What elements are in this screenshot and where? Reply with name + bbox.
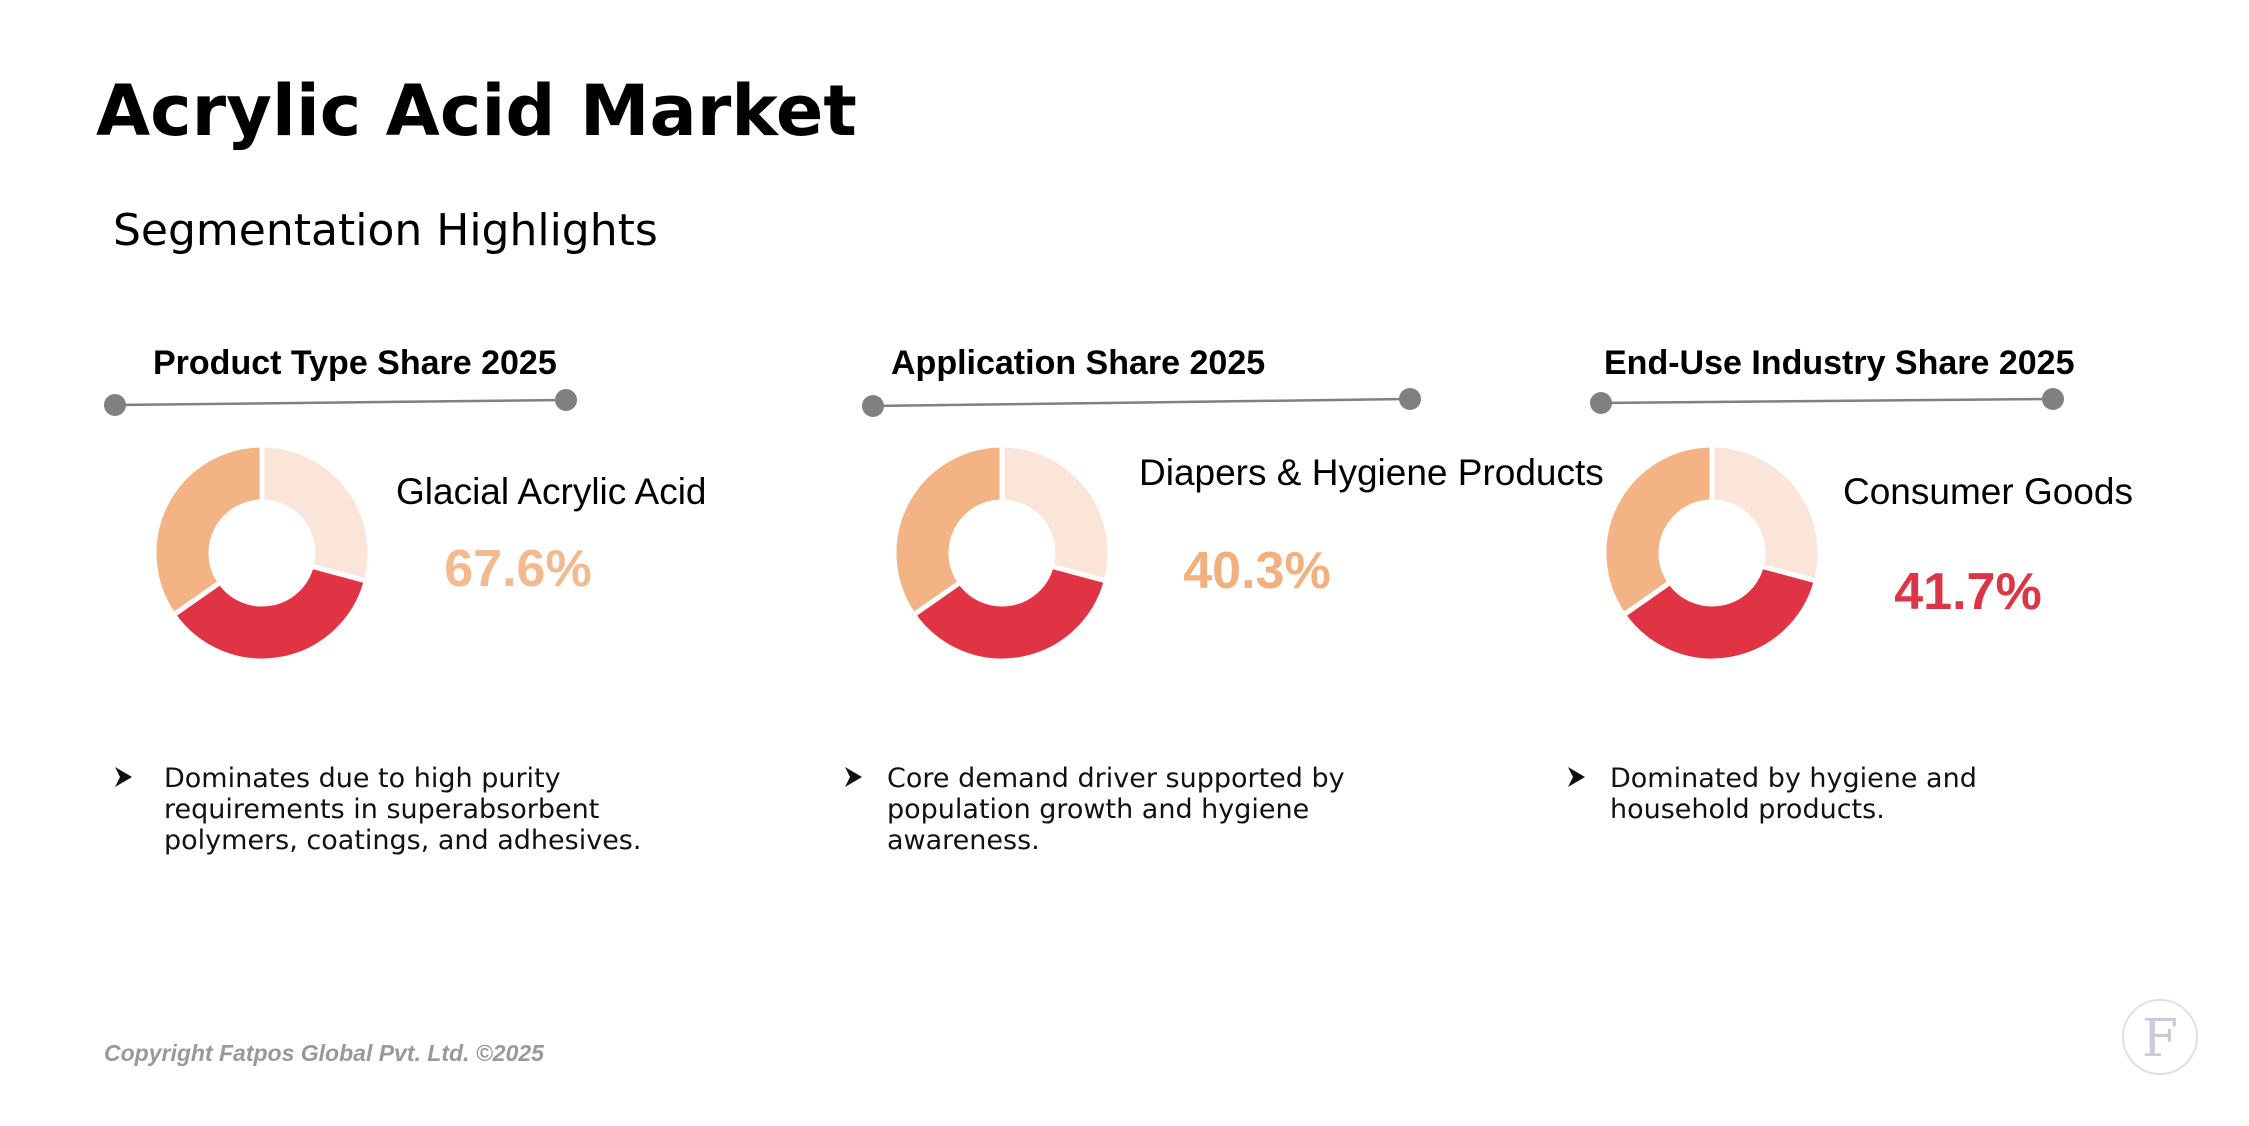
bullet-arrow [115, 767, 132, 787]
rule-dot [2042, 388, 2064, 410]
subtitle: Segmentation Highlights [113, 205, 658, 256]
segment-share: 41.7% [1894, 563, 2041, 621]
donut-segment [910, 563, 1110, 664]
rule-dot [1590, 392, 1612, 414]
donut-segment [1709, 442, 1823, 585]
bullet-arrow [845, 767, 862, 787]
segment-label: Glacial Acrylic Acid [396, 471, 707, 512]
bullet-text: awareness. [887, 825, 1040, 856]
segment-heading: End-Use Industry Share 2025 [1604, 344, 2075, 382]
logo-ring [2122, 999, 2198, 1075]
bullet-text: Dominates due to high purity [164, 763, 561, 794]
bullet-text: household products. [1610, 794, 1885, 825]
segment-heading: Application Share 2025 [891, 344, 1265, 382]
title: Acrylic Acid Market [96, 70, 857, 152]
segment-share: 67.6% [444, 540, 591, 598]
bullet-text: Core demand driver supported by [887, 763, 1345, 794]
bullet-text: requirements in superabsorbent [164, 794, 599, 825]
heading-rule [872, 397, 1411, 408]
segment-card: Product Type Share 2025 Glacial Acrylic A… [104, 344, 707, 856]
donut-segment [1620, 563, 1820, 664]
donut-segment [1601, 442, 1715, 619]
logo: F [2122, 999, 2198, 1075]
segment-heading: Product Type Share 2025 [153, 344, 557, 382]
heading-rule [1600, 397, 2054, 405]
rule-dot [104, 394, 126, 416]
donut-segment [151, 442, 265, 619]
donut-segment [170, 563, 370, 664]
rule-dot [1399, 388, 1421, 410]
bullet-text: polymers, coatings, and adhesives. [164, 825, 641, 856]
donut-segment [891, 442, 1005, 619]
bullet-arrow [1568, 767, 1585, 787]
donut-segment [259, 442, 373, 585]
donut-segment [999, 442, 1113, 585]
segment-share: 40.3% [1183, 542, 1330, 600]
rule-dot [555, 389, 577, 411]
segment-card: Application Share 2025 Diapers & Hygiene … [845, 344, 1604, 856]
segment-card: End-Use Industry Share 2025 Consumer Good… [1568, 344, 2133, 825]
bullet-text: population growth and hygiene [887, 794, 1309, 825]
rule-dot [862, 395, 884, 417]
bullet-text: Dominated by hygiene and [1610, 763, 1977, 794]
segment-label: Consumer Goods [1843, 471, 2133, 512]
copyright: Copyright Fatpos Global Pvt. Ltd. ©2025 [104, 1040, 545, 1066]
logo-letter: F [2142, 1009, 2178, 1069]
segment-label: Diapers & Hygiene Products [1139, 452, 1604, 493]
heading-rule [114, 398, 567, 407]
